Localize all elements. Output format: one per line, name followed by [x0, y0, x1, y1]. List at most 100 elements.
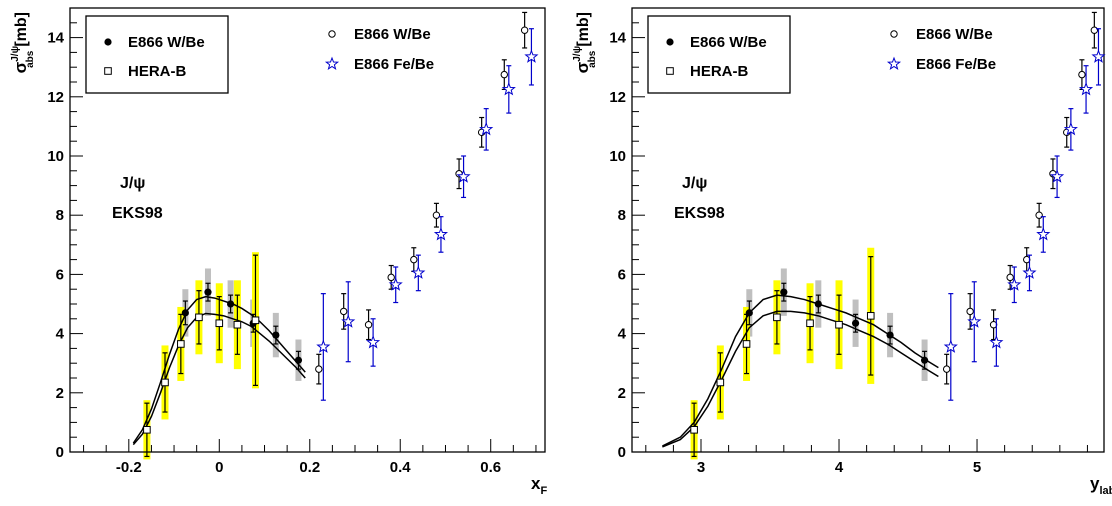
data-point	[1006, 273, 1014, 282]
data-point	[1035, 211, 1043, 219]
y-tick-label: 8	[56, 207, 64, 224]
y-tick-label: 12	[47, 89, 64, 106]
data-point	[1022, 265, 1037, 279]
legend-label: E866 W/Be	[128, 34, 205, 51]
data-point	[851, 319, 860, 327]
legend-label: E866 Fe/Be	[354, 56, 434, 73]
legend-label: E866 W/Be	[354, 26, 431, 43]
data-point	[1078, 81, 1094, 96]
data-point	[742, 340, 751, 348]
legend-marker-open-square	[666, 67, 674, 75]
y-axis-label-sup: J/ψ	[10, 46, 21, 62]
data-point	[500, 70, 508, 79]
data-point	[181, 309, 189, 317]
x-tick-label: 5	[973, 459, 981, 476]
data-point	[294, 356, 303, 364]
data-point	[835, 320, 843, 329]
y-tick-label: 0	[56, 444, 64, 461]
legend-label: E866 W/Be	[690, 34, 767, 51]
annotation-jpsi: J/ψ	[120, 175, 145, 192]
data-point	[410, 255, 418, 264]
data-point	[177, 340, 185, 348]
y-tick-label: 10	[609, 148, 626, 165]
data-point	[1007, 277, 1022, 291]
y-axis-label: σJ/ψ abs [mb]	[572, 12, 598, 73]
x-tick-label: -0.2	[116, 459, 142, 476]
data-point	[432, 211, 441, 219]
y-tick-label: 12	[609, 89, 626, 106]
data-point	[1090, 26, 1099, 34]
data-point	[524, 49, 539, 63]
data-point	[1078, 70, 1086, 79]
data-point	[1091, 49, 1106, 63]
data-point	[1063, 121, 1078, 136]
data-point	[215, 319, 224, 328]
legend-marker-open-star	[324, 56, 340, 71]
x-axis-label-sub: lab	[1099, 485, 1112, 497]
data-point	[366, 335, 381, 349]
data-point	[942, 365, 951, 373]
legend-box	[85, 15, 229, 94]
data-point	[233, 320, 242, 329]
data-point	[341, 314, 356, 328]
x-axis-label: ylab	[1090, 474, 1112, 497]
y-tick-label: 2	[56, 385, 64, 402]
y-axis-label: σJ/ψ abs [mb]	[10, 12, 36, 73]
data-point	[886, 331, 894, 339]
data-point	[143, 426, 151, 434]
y-tick-label: 14	[609, 30, 626, 47]
data-point	[806, 319, 814, 328]
data-point	[780, 288, 788, 296]
data-point	[479, 121, 494, 136]
data-point	[226, 300, 235, 308]
data-point	[388, 277, 403, 291]
data-point	[411, 265, 426, 279]
data-point	[773, 313, 781, 322]
annotation-eks98: EKS98	[674, 205, 725, 222]
legend-label: E866 Fe/Be	[916, 56, 996, 73]
legend-marker-open-square	[104, 67, 112, 75]
eks98-curve	[662, 310, 939, 448]
y-tick-label: 8	[618, 207, 626, 224]
data-point	[315, 365, 323, 373]
data-point	[364, 321, 373, 329]
x-axis-label: xF	[531, 474, 547, 497]
x-tick-label: 0.4	[390, 459, 412, 476]
data-point	[966, 307, 974, 316]
y-axis-label-sub: abs	[587, 50, 598, 68]
data-point	[251, 316, 260, 325]
data-point	[690, 426, 698, 434]
data-point	[387, 273, 395, 282]
data-point	[501, 81, 516, 96]
y-axis-label-unit: [mb]	[575, 12, 592, 47]
legend-marker-open-star	[886, 56, 902, 71]
data-point	[989, 335, 1004, 349]
data-point	[967, 314, 982, 328]
legend-marker-open-circle	[328, 30, 336, 38]
data-point	[943, 339, 958, 353]
data-point	[456, 169, 471, 183]
x-tick-label: 0.2	[299, 459, 320, 476]
annotation-eks98: EKS98	[112, 205, 163, 222]
data-point	[866, 312, 875, 320]
x-tick-label: 4	[835, 459, 844, 476]
legend-box	[647, 15, 791, 94]
y-tick-label: 4	[618, 326, 627, 343]
eks98-curve	[662, 294, 939, 447]
y-axis-label-sup: J/ψ	[572, 46, 583, 62]
data-point	[316, 339, 331, 353]
y-axis-label-sub: abs	[25, 50, 36, 68]
data-point	[339, 307, 348, 316]
data-point	[520, 26, 529, 34]
data-point	[814, 300, 822, 308]
legend-label: E866 W/Be	[916, 26, 993, 43]
y-axis-label-unit: [mb]	[13, 12, 30, 47]
annotation-jpsi: J/ψ	[682, 175, 707, 192]
x-tick-label: 0.6	[480, 459, 501, 476]
data-point	[1036, 227, 1051, 241]
x-tick-label: 0	[215, 459, 223, 476]
data-point	[433, 227, 449, 241]
